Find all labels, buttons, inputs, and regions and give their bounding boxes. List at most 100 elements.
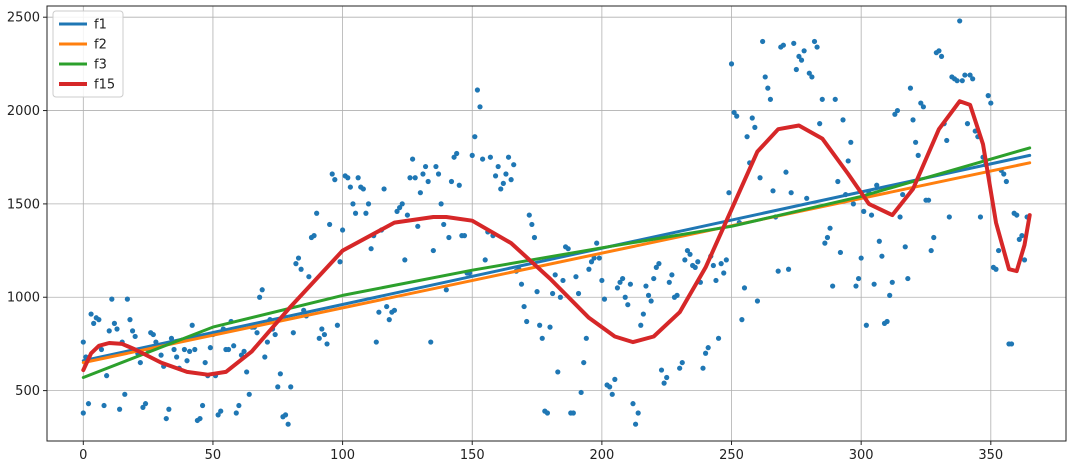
data-point — [168, 335, 175, 341]
data-point — [137, 359, 143, 366]
data-point — [845, 158, 851, 164]
data-point — [819, 96, 825, 102]
data-point — [739, 317, 745, 323]
data-point — [241, 348, 247, 354]
data-point — [775, 268, 781, 274]
data-point — [798, 57, 805, 63]
data-point — [1021, 257, 1028, 263]
data-point — [438, 201, 444, 207]
data-point — [643, 283, 649, 289]
legend: f1 f2 f3 f15 — [52, 10, 124, 98]
data-point — [259, 287, 265, 293]
x-tick-label: 50 — [205, 448, 222, 463]
axis-ticks: 0 50 100 150 200 250 300 350 500 1000 1500 2000 2500 — [7, 11, 1003, 463]
data-point — [635, 410, 641, 416]
data-point — [472, 134, 478, 140]
data-point — [417, 190, 423, 196]
x-tick-label: 300 — [849, 448, 874, 463]
data-point — [275, 384, 281, 390]
data-point — [443, 287, 449, 293]
data-point — [664, 374, 670, 381]
data-point — [1001, 171, 1007, 177]
data-point — [814, 44, 820, 50]
data-point — [848, 139, 854, 145]
data-point — [702, 350, 709, 356]
y-tick-label: 1500 — [7, 197, 40, 212]
data-point — [855, 275, 862, 282]
data-point — [111, 320, 118, 326]
data-point — [910, 117, 916, 123]
data-point — [581, 359, 587, 366]
data-point — [129, 328, 136, 334]
data-point — [811, 38, 818, 45]
data-point — [420, 171, 426, 177]
data-point — [682, 257, 688, 263]
data-point — [889, 279, 895, 285]
data-point — [970, 76, 976, 82]
data-point — [407, 175, 413, 181]
data-point — [884, 318, 890, 325]
data-point — [360, 186, 366, 192]
data-point — [620, 275, 626, 282]
data-point — [656, 261, 662, 267]
data-point — [648, 298, 654, 304]
data-point — [591, 255, 597, 261]
y-tick-label: 500 — [15, 384, 40, 399]
data-point — [114, 326, 120, 332]
data-point — [98, 346, 105, 353]
data-point — [796, 53, 802, 60]
data-point — [399, 201, 405, 207]
data-point — [451, 154, 457, 160]
data-point — [282, 412, 289, 418]
data-point — [469, 152, 475, 158]
x-tick-label: 0 — [79, 448, 87, 463]
data-point — [174, 354, 180, 360]
data-point — [550, 290, 556, 297]
data-point — [622, 294, 628, 300]
data-point — [977, 214, 984, 220]
data-point — [518, 281, 525, 287]
data-point — [801, 48, 807, 54]
data-point — [687, 251, 693, 257]
data-point — [931, 234, 937, 241]
data-point — [215, 412, 221, 418]
data-point — [638, 322, 644, 328]
data-point — [521, 303, 527, 310]
data-point — [197, 415, 203, 422]
x-tick-label: 350 — [978, 448, 1003, 463]
data-point — [316, 335, 322, 341]
data-point — [96, 317, 102, 323]
data-point — [295, 255, 302, 261]
data-point — [85, 401, 92, 407]
data-point — [262, 354, 268, 360]
data-point — [791, 40, 797, 46]
data-point — [236, 402, 242, 409]
data-point — [381, 186, 387, 192]
series-line-f15 — [81, 99, 1032, 377]
data-point — [695, 259, 701, 265]
data-point — [607, 384, 613, 390]
data-point — [653, 264, 659, 270]
y-tick-label: 2500 — [7, 11, 40, 26]
data-point — [534, 289, 540, 295]
data-point — [1008, 341, 1015, 347]
data-point — [920, 104, 926, 110]
x-tick-label: 200 — [589, 448, 614, 463]
data-point — [913, 139, 919, 145]
data-point — [537, 322, 543, 328]
data-point — [1014, 212, 1020, 218]
data-point — [454, 150, 460, 157]
data-point — [754, 298, 761, 304]
data-point — [770, 188, 776, 194]
data-point — [404, 212, 411, 218]
data-point — [544, 410, 551, 416]
data-point — [171, 346, 177, 353]
data-point — [456, 182, 462, 188]
data-point — [614, 285, 621, 291]
data-point — [492, 173, 499, 179]
x-tick-label: 150 — [460, 448, 485, 463]
data-point — [272, 331, 278, 338]
data-point — [505, 154, 512, 160]
